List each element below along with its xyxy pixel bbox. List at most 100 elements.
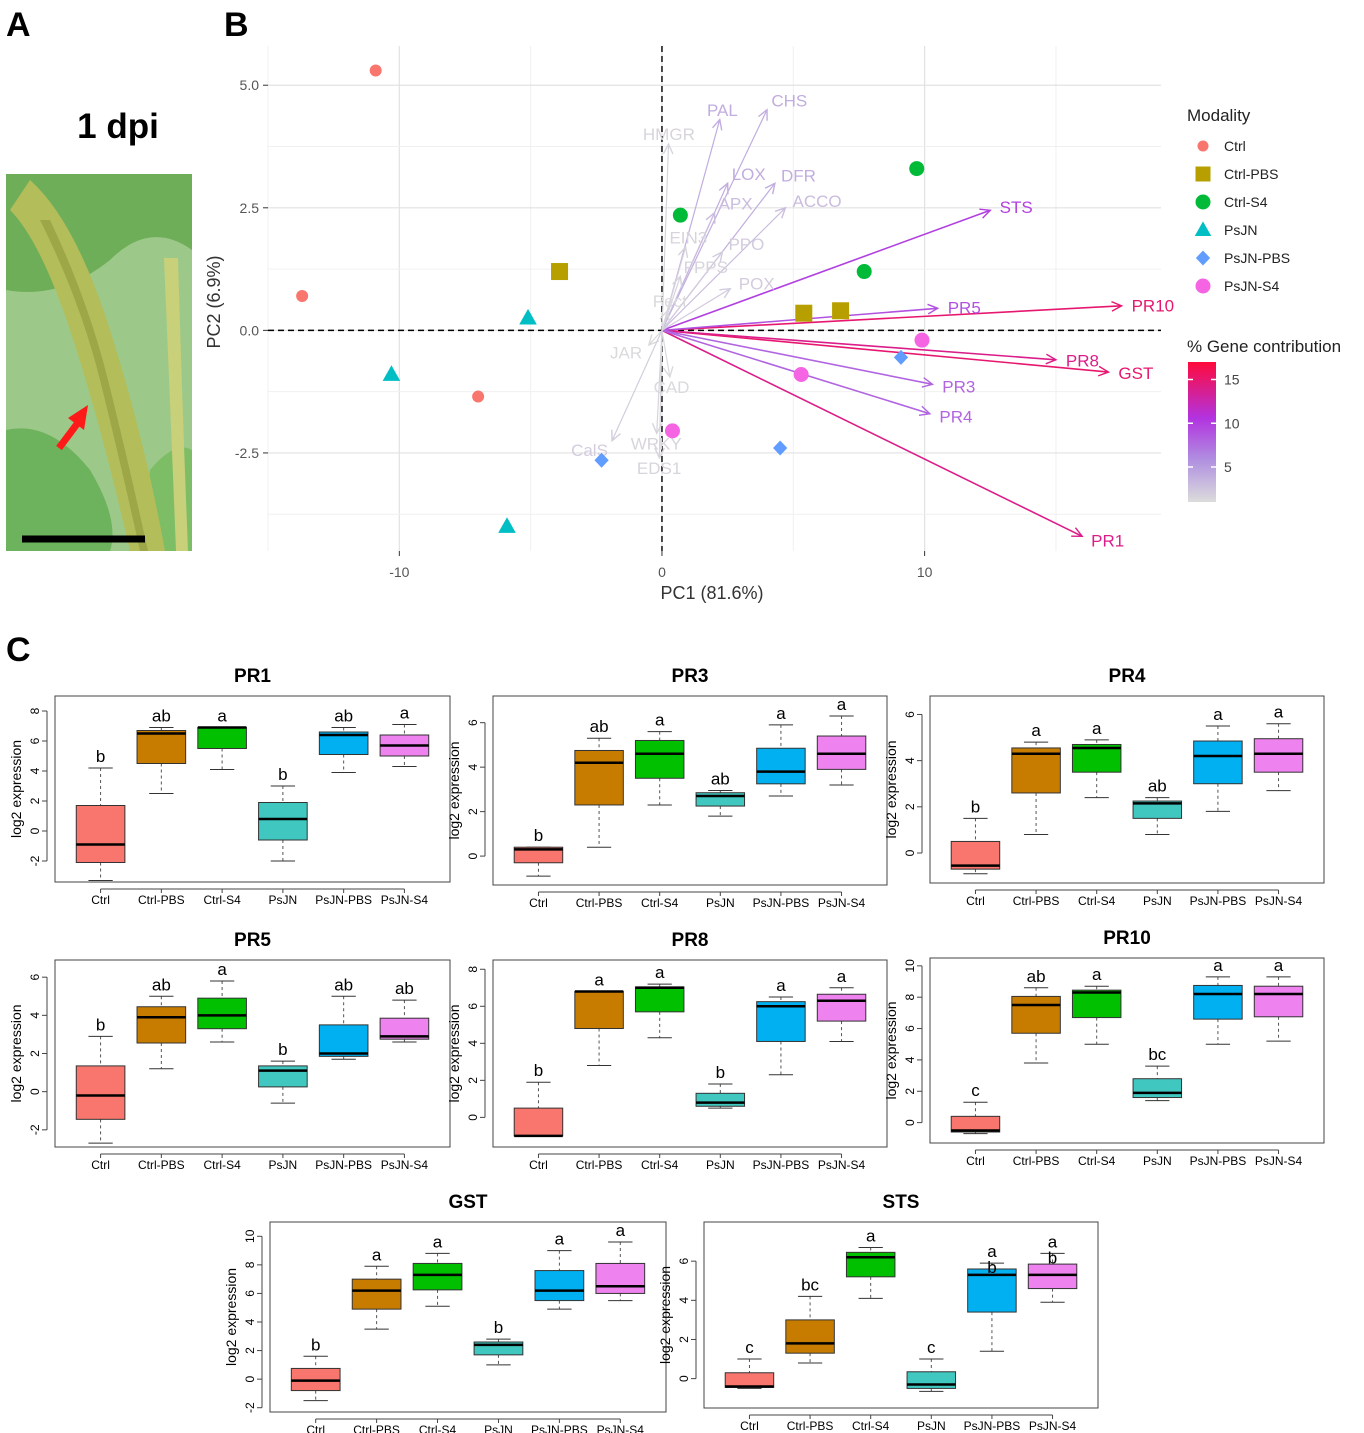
box-body: [258, 802, 308, 841]
loading-label: LOX: [732, 165, 766, 184]
boxplot-ytick-label: 10: [903, 959, 917, 973]
loading-apx: APX: [661, 195, 753, 331]
significance-letter: a: [616, 1221, 626, 1240]
boxplot-ytick-label: 6: [677, 1258, 691, 1265]
legend-items: Ctrl Ctrl-PBS Ctrl-S4 PsJN PsJN-PBS PsJN-S4: [1194, 138, 1290, 294]
loading-arrow-head: [1045, 353, 1058, 365]
loading-arrow-head: [718, 181, 729, 195]
legend-title: Modality: [1187, 106, 1251, 125]
significance-letter: a: [987, 1242, 997, 1261]
box-ctrl-pbs: a: [1011, 721, 1061, 836]
point-psjn: [382, 365, 401, 381]
boxplot-title: PR10: [1103, 928, 1151, 949]
box-ctrl-pbs: ab: [136, 707, 187, 794]
box-ctrl-s4: a: [634, 711, 685, 806]
loading-arrow-head: [654, 447, 665, 460]
box-psjn: b: [258, 765, 308, 862]
box-psjn-s4: ab: [1027, 1232, 1078, 1303]
pca-ytick-label: 5.0: [240, 77, 260, 93]
boxplot-pr8: PR8 log2 expression 0 2 4 6 8 Ctrl Ctrl-PBS Ctrl-…: [446, 930, 888, 1172]
loading-label: CAD: [654, 378, 690, 397]
loading-arrow-head: [1097, 365, 1111, 377]
boxplot-title: PR5: [234, 930, 271, 951]
box-body: [574, 749, 624, 806]
box-ctrl-pbs: bc: [785, 1275, 835, 1364]
boxplot-xtick-label: PsJN: [1143, 1154, 1172, 1168]
loading-label: PR5: [948, 299, 981, 318]
box-psjn-pbs: a: [756, 976, 806, 1076]
box-psjn: b: [473, 1318, 524, 1366]
boxplot-frame: [929, 695, 1325, 884]
box-psjn-s4: a: [1253, 703, 1304, 792]
boxplot-ytick-label: 6: [903, 711, 917, 718]
loading-arrow-shaft: [661, 276, 681, 331]
significance-letter: c: [927, 1338, 936, 1357]
significance-letter: a: [217, 960, 227, 979]
boxplot-ytick-label: -2: [243, 1402, 257, 1413]
boxplot-xtick-label: Ctrl-S4: [1078, 894, 1116, 908]
significance-letter: a: [1031, 721, 1041, 740]
boxplot-xtick-label: Ctrl: [529, 896, 548, 910]
loading-cad: CAD: [654, 330, 690, 397]
boxplot-xtick-label: PsJN-S4: [818, 896, 866, 910]
boxplot-ytick-label: 10: [243, 1229, 257, 1243]
box-body: [816, 993, 867, 1022]
boxplot-ytick-label: 8: [28, 707, 42, 714]
box-body: [1011, 747, 1061, 794]
significance-letter: a: [1213, 956, 1223, 975]
box-ctrl-pbs: a: [574, 970, 624, 1067]
point-ctrl: [369, 64, 382, 77]
box-body: [950, 1115, 1001, 1133]
boxplot-pr1: PR1 log2 expression -2 0 2 4 6 8 Ctrl Ctrl-PBS Ctr…: [8, 666, 451, 907]
point-ctrl-pbs: [551, 263, 569, 281]
color-scale-tick-label: 15: [1224, 372, 1240, 388]
box-psjn-pbs: a: [1193, 705, 1243, 812]
significance-letter: b: [971, 797, 980, 816]
point-psjn-pbs: [893, 349, 909, 365]
boxplot-ytick-label: 4: [466, 1040, 480, 1047]
boxplot-y-axis-title: log2 expression: [223, 1268, 239, 1366]
photo-stem-right: [164, 258, 188, 551]
significance-letter: a: [837, 967, 847, 986]
box-psjn: c: [906, 1338, 957, 1392]
significance-letter: ab: [334, 975, 353, 994]
boxplot-ytick-label: 2: [466, 1077, 480, 1084]
boxplot-ytick-label: -2: [28, 855, 42, 866]
boxplot-xtick-label: Ctrl: [966, 1154, 985, 1168]
boxplot-ytick-label: 4: [466, 763, 480, 770]
point-ctrl-s4: [909, 161, 925, 177]
box-body: [967, 1268, 1017, 1313]
significance-letter: b: [96, 747, 105, 766]
legend-label: Ctrl: [1224, 138, 1246, 154]
box-psjn-pbs: a: [534, 1230, 585, 1310]
loading-acco: ACCO: [661, 192, 842, 331]
box-ctrl: b: [950, 797, 1001, 875]
loading-arrow-shaft: [661, 251, 723, 331]
significance-letter: a: [400, 704, 410, 723]
significance-letter: b: [987, 1258, 996, 1277]
boxplot-y-axis-title: log2 expression: [883, 740, 899, 838]
loading-label: PR3: [942, 377, 975, 396]
point-ctrl: [296, 290, 309, 303]
box-ctrl: c: [950, 1081, 1001, 1135]
significance-letter: ab: [334, 707, 353, 726]
loading-arrow-shaft: [661, 144, 670, 331]
boxplot-xtick-label: Ctrl-PBS: [787, 1419, 834, 1433]
pca-xtick-label: 10: [917, 564, 933, 580]
point-ctrl-s4: [856, 264, 872, 280]
box-body: [785, 1319, 835, 1354]
box-psjn-pbs: ab: [967, 1242, 1017, 1352]
boxplot-ytick-label: 6: [466, 719, 480, 726]
box-ctrl-pbs: a: [351, 1245, 402, 1330]
boxplot-frame: [703, 1221, 1099, 1409]
loading-arrow-head: [611, 429, 621, 443]
boxplot-xtick-label: Ctrl-S4: [852, 1419, 890, 1433]
boxplot-ytick-label: 6: [28, 974, 42, 981]
loading-label: EDS1: [637, 459, 681, 478]
significance-letter: a: [655, 711, 665, 730]
significance-letter: b: [1048, 1248, 1057, 1267]
box-ctrl: b: [513, 826, 564, 877]
loading-arrow-head: [1111, 300, 1124, 312]
significance-letter: a: [594, 970, 604, 989]
legend-marker: [1195, 166, 1211, 182]
